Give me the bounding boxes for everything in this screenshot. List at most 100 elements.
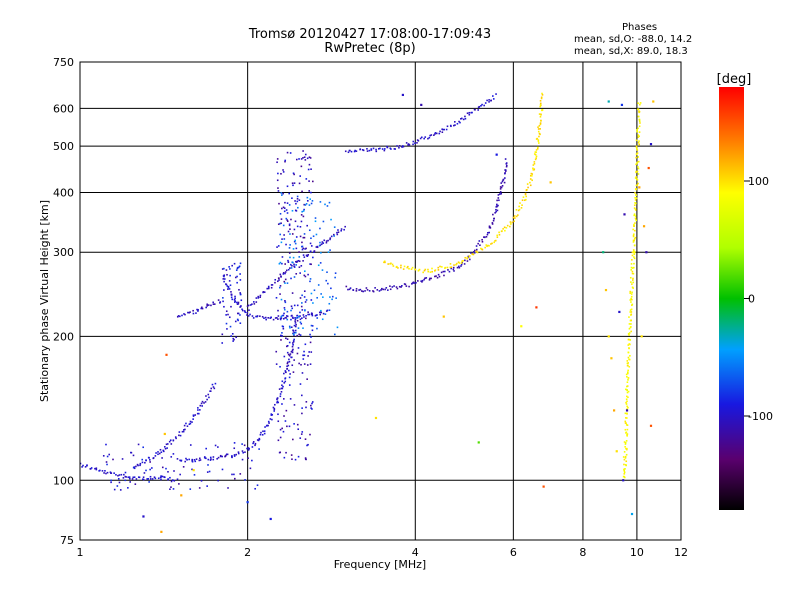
data-point: [316, 246, 319, 249]
data-point: [137, 443, 140, 446]
data-point: [285, 409, 288, 412]
data-point: [307, 443, 309, 446]
data-point: [535, 306, 538, 309]
data-point: [284, 263, 286, 265]
data-point: [277, 190, 280, 192]
data-point: [292, 256, 295, 259]
data-point: [222, 278, 225, 280]
data-point: [487, 244, 489, 247]
data-point: [305, 406, 307, 409]
data-point: [228, 280, 231, 282]
data-point: [275, 296, 278, 299]
data-point: [383, 148, 386, 150]
data-point: [280, 317, 283, 319]
data-point: [282, 206, 285, 209]
data-point: [147, 478, 150, 480]
data-point: [239, 306, 241, 308]
data-point: [637, 115, 640, 118]
data-point: [299, 321, 302, 324]
data-point: [221, 268, 224, 270]
data-point: [217, 479, 219, 482]
data-point: [225, 314, 227, 316]
data-point: [286, 151, 289, 154]
data-point: [631, 286, 634, 289]
data-point: [635, 153, 638, 155]
data-point: [322, 242, 325, 244]
data-point: [304, 275, 307, 278]
data-point: [239, 473, 242, 475]
data-point: [407, 265, 409, 268]
data-point: [296, 319, 299, 322]
data-point: [634, 229, 636, 232]
data-point: [628, 316, 630, 318]
data-point: [449, 124, 452, 127]
data-point: [308, 351, 310, 353]
data-point: [259, 294, 262, 297]
data-point: [401, 285, 403, 287]
data-point: [236, 275, 238, 278]
data-point: [293, 265, 295, 268]
data-point: [128, 476, 131, 478]
data-point: [623, 451, 626, 453]
data-point: [309, 263, 311, 265]
data-point: [279, 273, 282, 276]
data-point: [453, 264, 455, 266]
data-point: [308, 190, 311, 192]
data-point: [313, 250, 316, 252]
data-point: [295, 323, 297, 326]
data-point: [148, 481, 150, 483]
data-point: [170, 480, 173, 483]
data-point: [207, 304, 210, 306]
data-point: [234, 301, 236, 303]
data-point: [470, 252, 472, 254]
data-point: [257, 297, 260, 299]
data-point: [297, 315, 300, 318]
data-point: [540, 97, 543, 100]
data-point: [284, 159, 287, 162]
data-point: [303, 296, 306, 298]
data-point: [398, 145, 401, 147]
data-point: [254, 444, 256, 447]
data-point: [629, 311, 632, 313]
data-point: [172, 488, 175, 490]
data-point: [627, 344, 630, 346]
data-point: [624, 457, 627, 459]
data-point: [366, 148, 368, 150]
data-point: [197, 308, 199, 311]
data-point: [279, 261, 282, 264]
data-point: [252, 442, 254, 445]
data-point: [303, 270, 306, 273]
data-point: [423, 137, 425, 140]
data-point: [182, 466, 185, 468]
data-point: [105, 443, 107, 446]
data-point: [233, 454, 236, 456]
data-point: [632, 241, 635, 243]
data-point: [302, 150, 304, 152]
data-point: [295, 260, 297, 263]
data-point: [277, 223, 280, 226]
data-point: [302, 260, 304, 262]
data-point: [387, 289, 389, 291]
data-point: [435, 275, 437, 277]
data-point: [110, 472, 113, 474]
data-point: [362, 290, 365, 293]
data-point: [336, 233, 339, 236]
data-point: [118, 481, 121, 484]
data-point: [439, 130, 441, 133]
data-point: [623, 441, 626, 443]
data-point: [504, 172, 506, 174]
data-point: [626, 360, 629, 362]
data-point: [304, 343, 307, 346]
data-point: [326, 309, 329, 312]
data-point: [630, 281, 632, 283]
data-point: [396, 265, 398, 268]
data-point: [291, 316, 294, 319]
data-point: [290, 454, 293, 456]
data-point: [296, 314, 298, 317]
data-point: [304, 153, 307, 156]
data-point: [517, 214, 519, 216]
data-point: [625, 401, 627, 404]
data-point: [310, 407, 312, 409]
data-point: [318, 311, 321, 314]
data-point: [539, 128, 541, 130]
